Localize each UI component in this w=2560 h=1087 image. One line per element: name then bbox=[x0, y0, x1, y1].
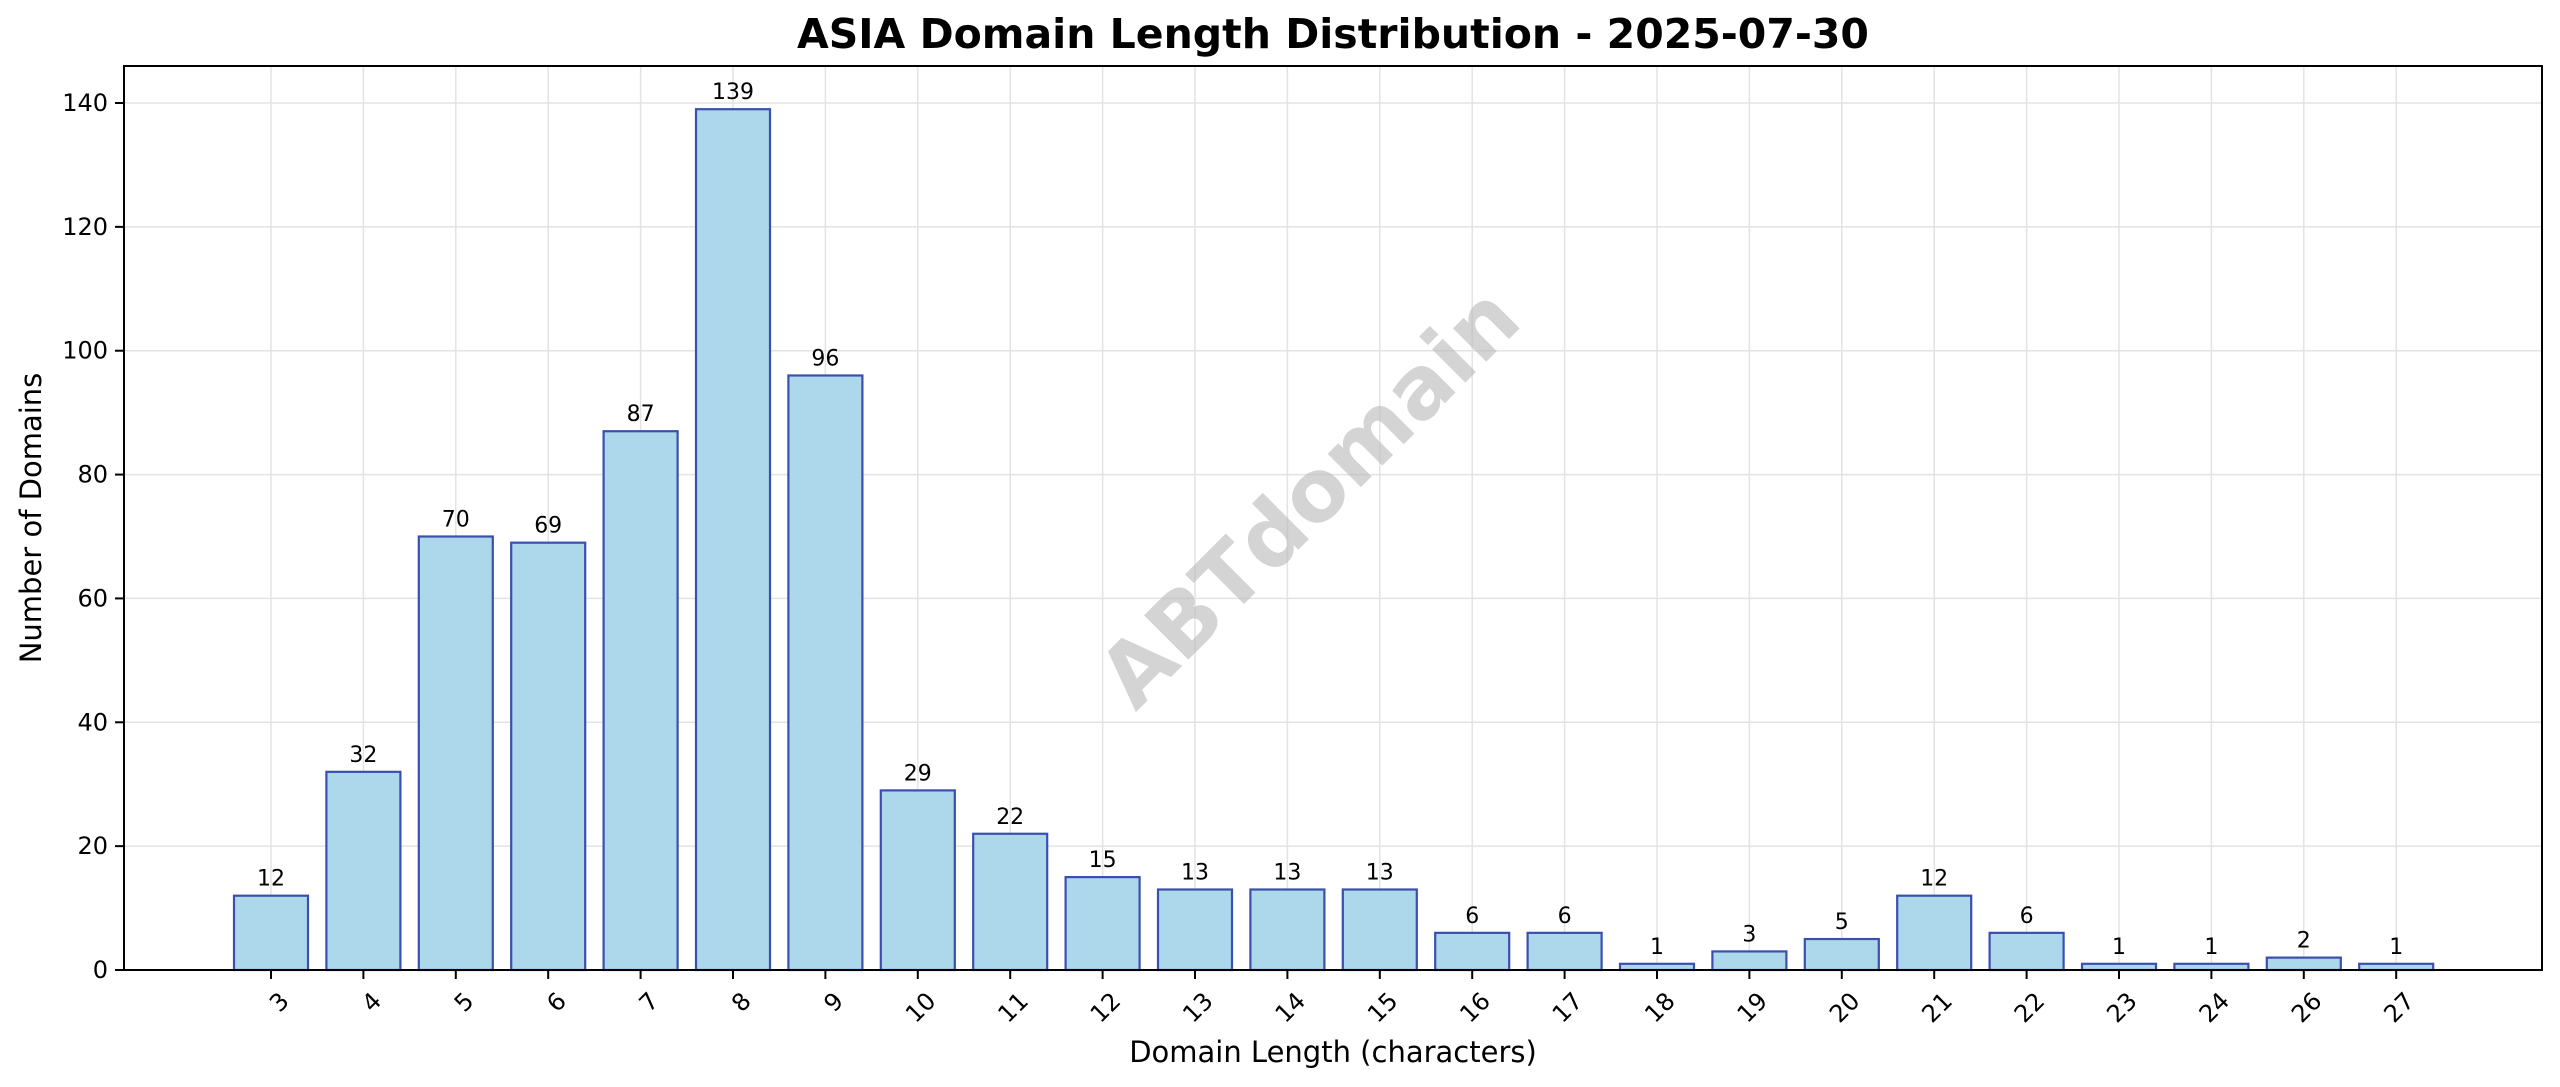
bar bbox=[1526, 931, 1603, 972]
bar-value-label: 22 bbox=[996, 805, 1024, 830]
x-tick-label: 7 bbox=[634, 987, 665, 1018]
bar-value-label: 32 bbox=[349, 743, 377, 768]
y-tick-label: 140 bbox=[62, 89, 108, 117]
x-tick-label: 19 bbox=[1732, 987, 1773, 1028]
x-tick-label: 23 bbox=[2101, 987, 2142, 1028]
x-tick-label: 5 bbox=[449, 987, 480, 1018]
bar bbox=[232, 894, 310, 972]
bar-value-label: 13 bbox=[1181, 860, 1209, 885]
bar bbox=[1434, 931, 1511, 972]
y-tick-label: 40 bbox=[77, 708, 108, 736]
x-tick-label: 6 bbox=[541, 987, 572, 1018]
bar bbox=[1249, 888, 1326, 972]
bar-value-label: 6 bbox=[1465, 904, 1479, 929]
bar bbox=[1988, 931, 2065, 972]
bar bbox=[1064, 876, 1141, 972]
x-tick-label: 16 bbox=[1454, 987, 1495, 1028]
x-tick-label: 10 bbox=[900, 987, 941, 1028]
x-tick-label: 21 bbox=[1916, 987, 1957, 1028]
bar-value-label: 1 bbox=[2204, 935, 2218, 960]
x-tick-label: 27 bbox=[2378, 987, 2419, 1028]
x-tick-label: 18 bbox=[1639, 987, 1680, 1028]
x-tick-label: 15 bbox=[1362, 987, 1403, 1028]
y-tick-label: 120 bbox=[62, 213, 108, 241]
x-tick-label: 9 bbox=[818, 987, 849, 1018]
x-tick-label: 3 bbox=[264, 987, 295, 1018]
x-tick-label: 17 bbox=[1547, 987, 1588, 1028]
bar bbox=[417, 535, 494, 972]
bar bbox=[2265, 956, 2342, 972]
y-axis-label: Number of Domains bbox=[14, 373, 48, 664]
bar-value-label: 15 bbox=[1089, 848, 1117, 873]
bar bbox=[694, 108, 772, 972]
bar bbox=[972, 832, 1049, 972]
watermark: ABTdomain bbox=[1080, 268, 1539, 727]
bar-value-label: 29 bbox=[904, 761, 932, 786]
x-tick-label: 20 bbox=[1824, 987, 1865, 1028]
x-tick-label: 24 bbox=[2194, 987, 2235, 1028]
bar-value-label: 12 bbox=[1920, 867, 1948, 892]
bar-value-label: 12 bbox=[257, 867, 285, 892]
y-tick-label: 100 bbox=[62, 337, 108, 365]
bar bbox=[510, 541, 587, 972]
chart-title: ASIA Domain Length Distribution - 2025-0… bbox=[797, 10, 1869, 58]
bar-value-label: 5 bbox=[1835, 910, 1849, 935]
bar bbox=[787, 374, 864, 972]
bar-value-label: 87 bbox=[627, 402, 655, 427]
bar bbox=[1803, 937, 1880, 972]
bar bbox=[602, 430, 679, 972]
x-axis-label: Domain Length (characters) bbox=[1129, 1035, 1537, 1069]
x-tick-label: 26 bbox=[2286, 987, 2327, 1028]
y-tick-label: 80 bbox=[77, 461, 108, 489]
x-tick-label: 4 bbox=[356, 987, 387, 1018]
y-tick-label: 20 bbox=[77, 832, 108, 860]
x-tick-label: 8 bbox=[726, 987, 757, 1018]
bar bbox=[1156, 888, 1234, 972]
bar-value-label: 6 bbox=[1558, 904, 1572, 929]
bar-value-label: 3 bbox=[1742, 922, 1756, 947]
bar-value-label: 2 bbox=[2297, 929, 2311, 954]
bar bbox=[879, 789, 956, 972]
bar-value-label: 6 bbox=[2020, 904, 2034, 929]
bar bbox=[1896, 894, 1973, 972]
bar-value-label: 13 bbox=[1273, 860, 1301, 885]
bar-value-label: 70 bbox=[442, 508, 470, 533]
bar-value-label: 13 bbox=[1366, 860, 1394, 885]
x-tick-label: 14 bbox=[1270, 987, 1311, 1028]
bar-value-label: 69 bbox=[534, 514, 562, 539]
x-tick-label: 12 bbox=[1085, 987, 1126, 1028]
bar bbox=[1711, 950, 1788, 972]
bar-value-label: 96 bbox=[811, 346, 839, 371]
plot-frame bbox=[123, 65, 2543, 971]
x-tick-label: 13 bbox=[1177, 987, 1218, 1028]
bar-value-label: 139 bbox=[712, 80, 754, 105]
bar bbox=[1341, 888, 1418, 972]
bar-value-label: 1 bbox=[1650, 935, 1664, 960]
bar-value-label: 1 bbox=[2112, 935, 2126, 960]
x-tick-label: 22 bbox=[2009, 987, 2050, 1028]
bar bbox=[325, 770, 402, 972]
x-tick-label: 11 bbox=[992, 987, 1033, 1028]
bar-value-label: 1 bbox=[2389, 935, 2403, 960]
y-tick-label: 60 bbox=[77, 584, 108, 612]
y-tick-label: 0 bbox=[93, 956, 108, 984]
